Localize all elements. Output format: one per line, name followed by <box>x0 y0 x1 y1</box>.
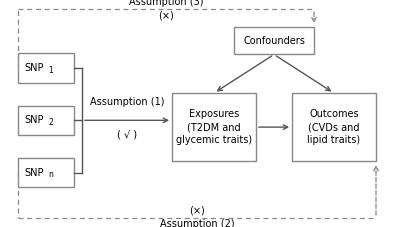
Text: 1: 1 <box>48 66 53 75</box>
Text: Exposures
(T2DM and
glycemic traits): Exposures (T2DM and glycemic traits) <box>176 109 252 145</box>
Text: 2: 2 <box>48 118 53 127</box>
Text: Confounders: Confounders <box>243 36 305 46</box>
Text: Outcomes
(CVDs and
lipid traits): Outcomes (CVDs and lipid traits) <box>308 109 360 145</box>
Bar <box>172 93 256 161</box>
Text: ( √ ): ( √ ) <box>117 129 137 139</box>
Bar <box>18 106 74 135</box>
Bar <box>18 53 74 83</box>
Text: Assumption (2): Assumption (2) <box>160 219 234 227</box>
Bar <box>18 158 74 187</box>
Text: (×): (×) <box>189 206 205 216</box>
Text: Assumption (3): Assumption (3) <box>129 0 203 7</box>
Text: Assumption (1): Assumption (1) <box>90 97 164 107</box>
Text: SNP: SNP <box>24 115 44 125</box>
Text: SNP: SNP <box>24 63 44 73</box>
Text: SNP: SNP <box>24 168 44 178</box>
Bar <box>234 27 314 54</box>
Text: (×): (×) <box>158 10 174 20</box>
Text: n: n <box>48 170 53 179</box>
Bar <box>292 93 376 161</box>
